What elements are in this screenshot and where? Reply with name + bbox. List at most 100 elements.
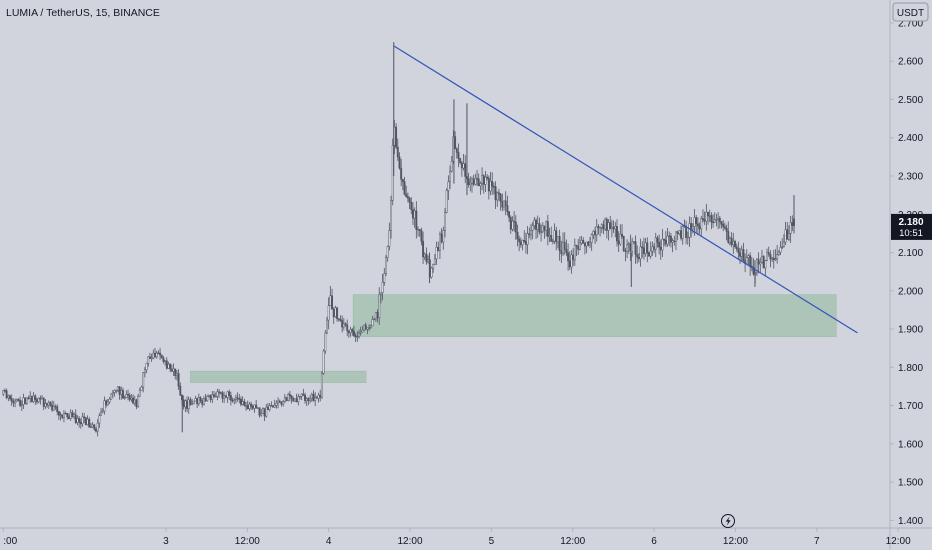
price-tick-label: 2.300 <box>898 172 923 183</box>
candle-body <box>518 238 521 243</box>
candle-body <box>695 217 698 225</box>
candle <box>197 393 200 406</box>
candle-body <box>352 331 355 336</box>
candle-body <box>152 353 155 359</box>
candle <box>199 396 202 404</box>
candle-body <box>100 411 102 416</box>
lightning-icon[interactable] <box>721 514 735 528</box>
candle <box>275 400 278 409</box>
candle-body <box>772 257 775 261</box>
candle <box>553 223 556 244</box>
candle <box>344 322 347 327</box>
candle-body <box>224 395 227 398</box>
candle <box>482 174 485 194</box>
price-axis[interactable]: 2.7002.6002.5002.4002.3002.2002.1002.000… <box>890 18 923 527</box>
last-price-value: 2.180 <box>898 217 923 228</box>
candle <box>273 399 276 408</box>
candle-body <box>297 396 300 403</box>
candle-body <box>270 405 273 407</box>
time-tick-label: 3 <box>163 536 169 547</box>
candle-body <box>145 362 148 371</box>
candle <box>267 402 269 410</box>
candle <box>725 224 728 241</box>
candle <box>41 395 43 400</box>
candle-body <box>30 395 33 402</box>
candle-body <box>609 222 612 230</box>
candle <box>79 418 82 429</box>
candle <box>720 221 723 229</box>
candle <box>761 249 763 264</box>
candle <box>368 324 371 332</box>
candle-body <box>312 393 315 401</box>
candle <box>127 389 129 401</box>
candle-body <box>162 357 165 362</box>
candle <box>627 241 630 254</box>
candle-body <box>260 413 263 416</box>
candle-body <box>24 397 27 404</box>
candle-body <box>440 233 443 243</box>
candle <box>339 315 342 322</box>
candle <box>356 331 359 342</box>
candle <box>678 230 681 236</box>
candle <box>558 229 561 261</box>
candle-body <box>327 305 330 321</box>
candle-body <box>455 148 458 153</box>
candle <box>391 138 394 206</box>
candle <box>304 392 307 404</box>
candle <box>322 349 325 375</box>
candle <box>120 386 123 400</box>
candle-body <box>356 336 359 338</box>
candle <box>491 172 494 195</box>
time-axis[interactable]: :00 3 12:00 4 12:00 5 12:00 6 12:00 7 12:00 <box>2 528 911 547</box>
candle-body <box>599 227 602 229</box>
candle <box>523 230 526 244</box>
candle <box>540 224 543 242</box>
candle <box>84 416 87 426</box>
candle-body <box>415 210 418 230</box>
candle <box>583 242 586 255</box>
candle <box>47 400 50 409</box>
candle <box>314 392 317 407</box>
candle-body <box>231 399 234 402</box>
candle <box>464 155 467 184</box>
candle <box>715 213 718 227</box>
candle <box>248 401 251 412</box>
candle-body <box>563 241 566 250</box>
candle <box>288 390 291 402</box>
candle <box>509 215 512 234</box>
candle-body <box>511 220 514 230</box>
candle <box>578 236 581 251</box>
candle-body <box>594 231 597 236</box>
candle <box>285 396 288 402</box>
candle <box>718 216 721 229</box>
candle-body <box>364 324 367 330</box>
candle <box>292 396 295 402</box>
candle <box>83 412 86 424</box>
candle <box>432 263 435 273</box>
candle <box>49 401 52 407</box>
candle <box>272 404 274 408</box>
candle <box>565 239 568 257</box>
candle-body <box>315 397 318 399</box>
candle <box>265 403 268 418</box>
currency-button[interactable]: USDT <box>892 2 929 22</box>
candle-body <box>649 250 652 257</box>
candle <box>256 407 259 409</box>
candle <box>477 173 480 187</box>
candle <box>487 175 490 200</box>
candle <box>771 256 774 263</box>
candle-body <box>664 240 667 245</box>
candle <box>536 215 539 238</box>
candle-body <box>747 255 750 258</box>
candle-body <box>673 240 676 242</box>
price-tick-label: 2.000 <box>898 286 923 297</box>
candle-body <box>727 231 730 243</box>
candle <box>471 176 473 193</box>
candle-body <box>555 230 558 243</box>
candle <box>514 215 517 240</box>
candle <box>533 217 536 230</box>
candle-body <box>368 327 371 329</box>
candle <box>238 393 241 404</box>
